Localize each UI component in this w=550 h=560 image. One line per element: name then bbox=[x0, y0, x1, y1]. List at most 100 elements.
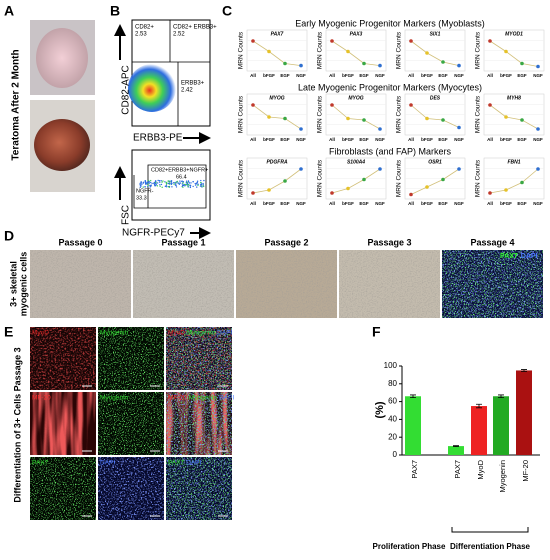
data-point bbox=[441, 118, 445, 122]
x-tick-label: EGF bbox=[438, 73, 448, 78]
event-dot bbox=[167, 185, 170, 188]
x-tick-label: bFGF bbox=[263, 73, 275, 78]
data-point bbox=[283, 116, 287, 121]
bar bbox=[405, 396, 421, 455]
data-point bbox=[283, 61, 287, 66]
data-point bbox=[409, 39, 413, 43]
x-tick-label: NGF bbox=[375, 73, 385, 78]
micrograph-texture bbox=[30, 250, 131, 318]
stain-label: Myogenin bbox=[187, 330, 216, 337]
bar bbox=[516, 370, 532, 455]
x-tick-label: EGF bbox=[438, 137, 448, 142]
mouse bbox=[36, 28, 88, 88]
section-title: Late Myogenic Progenitor Markers (Myocyt… bbox=[298, 82, 482, 92]
data-point bbox=[457, 125, 461, 130]
event-dot bbox=[175, 181, 177, 184]
gate-lines bbox=[132, 20, 210, 126]
event-dot bbox=[139, 186, 141, 189]
axis-label: MRN Counts bbox=[475, 159, 482, 197]
x-tick-label: MF-20 bbox=[521, 460, 530, 482]
trend-line bbox=[331, 168, 381, 194]
x-tick-label: NGF bbox=[454, 201, 464, 206]
gate-name: CD82+ ERBB3+ bbox=[173, 25, 217, 31]
x-tick-label: bFGF bbox=[421, 137, 433, 142]
stain-label: Myogenin bbox=[100, 330, 129, 337]
event-dot bbox=[185, 183, 188, 186]
axis-label: MRN Counts bbox=[317, 159, 324, 197]
data-point bbox=[251, 103, 255, 107]
stain-label: DAPI bbox=[186, 460, 201, 467]
event-dot bbox=[200, 183, 202, 186]
event-dot bbox=[148, 182, 151, 184]
data-point bbox=[378, 127, 382, 131]
event-dot bbox=[149, 184, 151, 187]
gate-value: 2.53 bbox=[135, 32, 147, 38]
error-bar bbox=[521, 369, 527, 372]
panel-letter: F bbox=[372, 324, 381, 340]
event-dot bbox=[182, 186, 184, 188]
flow-density bbox=[128, 64, 176, 112]
panel-letter: E bbox=[4, 324, 13, 340]
trend-line bbox=[489, 40, 539, 67]
event-dot bbox=[147, 184, 149, 187]
x-tick-label: NGF bbox=[454, 73, 464, 78]
group-label: Differentiation Phase bbox=[450, 542, 531, 551]
micrograph-texture bbox=[442, 250, 543, 318]
event-dot bbox=[165, 184, 168, 186]
y-tick-label: 20 bbox=[388, 432, 397, 441]
x-tick-label: All bbox=[250, 137, 256, 142]
x-tick-label: EGF bbox=[280, 137, 290, 142]
data-point bbox=[409, 103, 413, 107]
axis-label: MRN Counts bbox=[238, 95, 245, 133]
event-dot bbox=[160, 183, 163, 186]
axis-label: MRN Counts bbox=[396, 95, 403, 133]
data-point bbox=[346, 49, 350, 54]
event-dot bbox=[170, 180, 172, 182]
gene-name: PAX7 bbox=[271, 31, 284, 37]
event-dot bbox=[154, 184, 157, 187]
data-point bbox=[536, 167, 540, 171]
event-dot bbox=[153, 181, 156, 184]
data-point bbox=[378, 167, 382, 171]
error-bar bbox=[453, 445, 459, 447]
event-dot bbox=[188, 182, 191, 184]
trend-line bbox=[410, 40, 460, 66]
event-dot bbox=[178, 182, 180, 184]
axis-label: MRN Counts bbox=[475, 95, 482, 133]
event-dot bbox=[151, 182, 153, 185]
x-tick-label: bFGF bbox=[500, 137, 512, 142]
event-dot bbox=[159, 181, 161, 183]
event-dot bbox=[150, 181, 152, 184]
y-axis-label: (%) bbox=[374, 401, 386, 418]
data-point bbox=[362, 61, 366, 66]
event-dot bbox=[159, 184, 161, 186]
data-point bbox=[330, 191, 334, 195]
data-point bbox=[251, 191, 255, 195]
stain-label: DAPI bbox=[521, 253, 538, 260]
x-tick-label: MyoD bbox=[476, 459, 485, 479]
row-label: 3+ skeletal bbox=[8, 261, 18, 307]
stain-label: MF-20 bbox=[168, 395, 187, 402]
x-tick-label: All bbox=[329, 137, 335, 142]
x-tick-label: EGF bbox=[280, 201, 290, 206]
event-dot bbox=[139, 184, 141, 186]
event-dots bbox=[139, 179, 205, 189]
event-dot bbox=[158, 180, 161, 182]
event-dot bbox=[161, 186, 163, 189]
data-point bbox=[346, 116, 350, 121]
y-tick-label: 80 bbox=[388, 379, 397, 388]
event-dot bbox=[169, 182, 171, 185]
event-dot bbox=[149, 179, 152, 182]
x-tick-label: bFGF bbox=[342, 137, 354, 142]
x-tick-label: NGF bbox=[296, 73, 306, 78]
error-bar bbox=[498, 394, 504, 398]
event-dot bbox=[194, 184, 197, 186]
axis-label: FSC bbox=[121, 205, 132, 225]
data-point bbox=[330, 39, 334, 43]
event-dot bbox=[154, 180, 157, 183]
x-tick-label: EGF bbox=[359, 137, 369, 142]
data-point bbox=[299, 167, 303, 171]
row-label: Differentiation of 3+ Cells Passage 3 bbox=[12, 347, 22, 502]
x-tick-label: PAX7 bbox=[410, 460, 419, 479]
group-label: Proliferation Phase bbox=[373, 542, 446, 551]
